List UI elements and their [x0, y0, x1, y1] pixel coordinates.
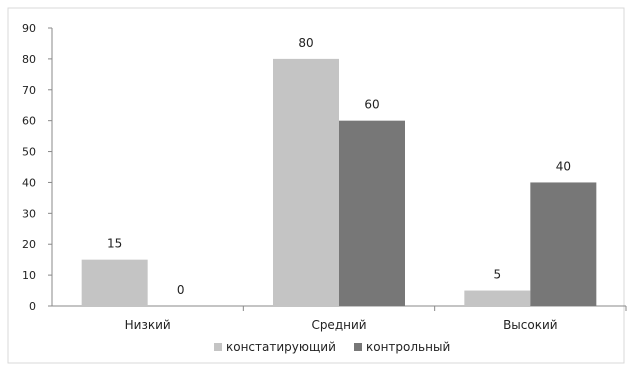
data-label: 15: [107, 237, 122, 251]
bar-series-2: [530, 182, 597, 306]
bar-series-1: [81, 259, 148, 306]
y-tick-label: 80: [22, 53, 36, 66]
x-category-label: Низкий: [125, 318, 171, 332]
y-tick-label: 30: [22, 207, 36, 220]
bar-series-2: [339, 120, 405, 307]
data-label: 5: [494, 268, 502, 282]
data-label: 40: [556, 159, 571, 173]
legend-swatch: [214, 343, 222, 351]
data-label: 0: [177, 283, 185, 297]
y-axis: 0 10 20 30 40 50 60 70 80 90: [22, 22, 53, 313]
data-label: 80: [298, 36, 313, 50]
x-category-label: Средний: [311, 318, 366, 332]
bar-series-1: [464, 290, 531, 306]
data-labels-group: 15 0 80 60 5 40: [107, 36, 571, 297]
y-tick-label: 20: [22, 238, 36, 251]
legend-swatch: [354, 343, 362, 351]
y-tick-label: 10: [22, 269, 36, 282]
legend: констатирующий контрольный: [214, 340, 450, 354]
y-tick-label: 40: [22, 176, 36, 189]
data-label: 60: [364, 98, 379, 112]
bar-series-1: [273, 58, 339, 307]
legend-label: контрольный: [366, 340, 450, 354]
legend-label: констатирующий: [226, 340, 336, 354]
bars-group: [81, 58, 597, 307]
x-category-label: Высокий: [503, 318, 558, 332]
y-tick-label: 70: [22, 84, 36, 97]
y-tick-label: 90: [22, 22, 36, 35]
y-tick-label: 50: [22, 146, 36, 159]
y-tick-label: 60: [22, 115, 36, 128]
y-tick-label: 0: [29, 300, 36, 313]
